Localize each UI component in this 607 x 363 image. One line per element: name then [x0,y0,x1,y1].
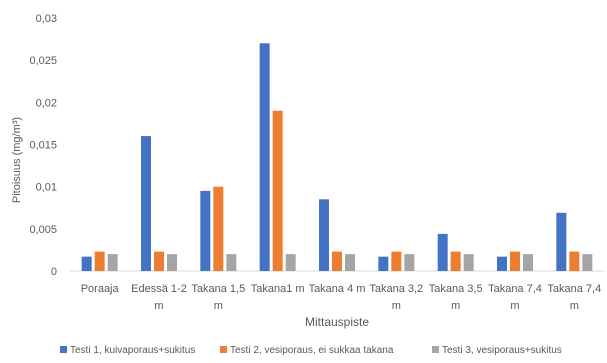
bar-series-1-7 [437,233,448,271]
bar-series-3-7 [463,254,474,271]
y-tick-label: 0 [51,266,57,278]
bar-series-2-1 [94,251,105,271]
y-tick-label: 0,025 [29,55,57,67]
bar-series-2-9 [569,251,580,271]
bar-series-3-4 [285,254,296,271]
bar-series-3-1 [107,254,118,271]
y-tick-label: 0,01 [36,182,57,194]
legend-swatch-2 [220,346,227,353]
y-tick-label: 0,015 [29,140,57,152]
y-axis-label: Pitoisuus (mg/m³) [11,117,23,203]
bar-series-2-8 [510,251,520,271]
bar-series-3-2 [167,254,177,271]
bar-series-1-4 [259,43,270,271]
x-tick-label: Takana 4 m [309,283,366,295]
bar-series-2-4 [272,110,283,272]
bar-series-3-8 [523,254,533,271]
y-tick-label: 0,03 [36,13,57,25]
bar-series-1-1 [81,256,92,271]
bar-series-1-5 [319,199,329,271]
x-axis-ticks: Poraaja Edessä 1-2 m Takana 1,5 m Takana1 m Ta… [81,283,602,312]
bar-series-1-8 [497,256,507,271]
bar-series-1-6 [378,256,389,271]
legend-label-3: Testi 3, vesiporaus+sukitus [442,345,562,356]
legend-label-2: Testi 2, vesiporaus, ei sukkaa takana [230,345,394,356]
bar-series-2-7 [450,251,461,271]
legend-label-1: Testi 1, kuivaporaus+sukitus [70,345,195,356]
legend: Testi 1, kuivaporaus+sukitus Testi 2, ves… [60,345,562,356]
x-tick-label: m [451,300,460,312]
legend-swatch-1 [60,346,67,353]
x-tick-label: m [392,300,401,312]
x-tick-label: Edessä 1-2 [131,283,187,295]
x-tick-label: Takana 7,4 [488,283,542,295]
x-tick-label: m [510,300,519,312]
x-tick-label: Takana 7,4 [547,283,601,295]
bar-series-2-3 [213,186,224,271]
bar-series-2-6 [391,251,402,271]
bar-series-1-2 [141,136,151,271]
bar-series-2-2 [154,251,164,271]
bar-series-3-9 [582,254,593,271]
bar-series-3-5 [345,254,355,271]
x-tick-label: Takana 1,5 [191,283,245,295]
x-tick-label: Takana 3,5 [429,283,483,295]
x-tick-label: Poraaja [81,283,120,295]
x-tick-label: Takana 3,2 [369,283,423,295]
x-tick-label: Takana1 m [251,283,305,295]
y-axis-ticks: 0 0,005 0,01 0,015 0,02 0,025 0,03 [29,13,57,278]
legend-swatch-3 [432,346,439,353]
bar-series-3-6 [404,254,415,271]
bar-series-1-3 [200,190,211,271]
y-tick-label: 0,005 [29,224,57,236]
bar-series-3-3 [226,254,237,271]
bars [81,43,593,272]
x-tick-label: m [570,300,579,312]
bar-series-2-5 [332,251,342,271]
y-tick-label: 0,02 [36,97,57,109]
x-tick-label: m [154,300,163,312]
x-axis-label: Mittauspiste [305,315,369,329]
bar-series-1-9 [556,212,567,271]
x-tick-label: m [214,300,223,312]
